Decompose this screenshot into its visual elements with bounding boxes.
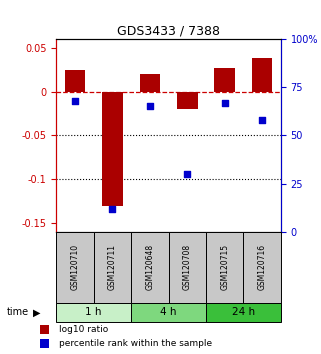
Bar <box>252 58 273 92</box>
Title: GDS3433 / 7388: GDS3433 / 7388 <box>117 25 220 38</box>
Text: GSM120715: GSM120715 <box>220 244 229 290</box>
Text: GSM120708: GSM120708 <box>183 244 192 290</box>
Bar <box>214 68 235 92</box>
Bar <box>169 232 206 303</box>
Point <box>147 104 152 109</box>
Bar <box>177 92 197 109</box>
Point <box>72 98 77 103</box>
Bar <box>102 92 123 206</box>
Bar <box>206 232 243 303</box>
Point <box>185 171 190 177</box>
Bar <box>140 74 160 92</box>
Bar <box>243 232 281 303</box>
Bar <box>131 232 169 303</box>
Text: GSM120648: GSM120648 <box>145 244 154 290</box>
Bar <box>94 232 131 303</box>
Bar <box>56 303 131 322</box>
Text: GSM120710: GSM120710 <box>70 244 79 290</box>
Text: log10 ratio: log10 ratio <box>59 325 108 334</box>
Bar <box>56 232 94 303</box>
Text: 4 h: 4 h <box>160 307 177 318</box>
Bar <box>40 339 48 348</box>
Text: percentile rank within the sample: percentile rank within the sample <box>59 339 213 348</box>
Text: GSM120711: GSM120711 <box>108 244 117 290</box>
Text: ▶: ▶ <box>33 307 41 318</box>
Text: time: time <box>6 307 29 318</box>
Bar <box>40 325 48 334</box>
Text: 24 h: 24 h <box>232 307 255 318</box>
Bar <box>65 70 85 92</box>
Text: GSM120716: GSM120716 <box>258 244 267 290</box>
Bar <box>131 303 206 322</box>
Text: 1 h: 1 h <box>85 307 102 318</box>
Point <box>110 206 115 212</box>
Point <box>222 100 227 105</box>
Bar <box>206 303 281 322</box>
Point <box>260 117 265 123</box>
